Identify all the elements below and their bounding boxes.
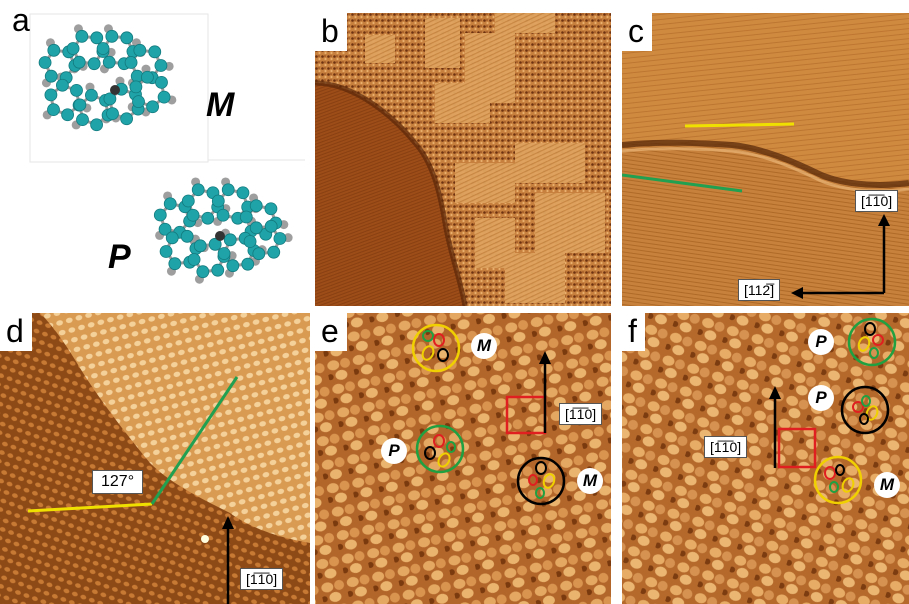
panel-label-d: d [0, 313, 32, 351]
stm-image-e [315, 313, 611, 604]
panel-b: b [315, 13, 611, 306]
molecule-circle-f-mid [840, 385, 890, 435]
panel-label-a: a [12, 2, 30, 38]
stm-image-d [0, 313, 310, 604]
green-line-c [622, 173, 743, 193]
unit-cell-f [777, 427, 817, 469]
direction-label-e: [1̅1̅0] [559, 403, 603, 425]
molecule-circle-e-bottom [516, 456, 566, 506]
panel-c: c [1̅1̅0] [112̅] [622, 13, 909, 306]
panel-label-f: f [622, 313, 645, 351]
panel-label-b: b [315, 13, 347, 51]
molecule-m-model [38, 24, 177, 132]
chirality-marker-e-mid: P [381, 438, 407, 464]
molecule-label-m: M [206, 86, 235, 124]
chirality-marker-e-bottom: M [577, 468, 603, 494]
molecule-label-p: P [108, 238, 131, 276]
green-line-d [150, 376, 239, 505]
stm-image-f [622, 313, 909, 604]
molecule-circle-f-bottom [813, 455, 863, 505]
yellow-line-d [27, 502, 153, 513]
direction-label-c-horizontal: [112̅] [738, 279, 781, 301]
panel-label-c: c [622, 13, 652, 51]
molecule-circle-e-top [411, 323, 461, 373]
molecular-models [29, 13, 305, 284]
angle-label: 127° [92, 470, 144, 494]
molecule-circle-e-mid [415, 424, 465, 474]
panel-label-e: e [315, 313, 347, 351]
molecule-circle-f-top [847, 317, 897, 367]
chirality-marker-f-top: P [808, 329, 834, 355]
stm-image-c [622, 13, 909, 306]
molecule-p-model [153, 177, 293, 284]
direction-label-f: [1̅1̅0] [704, 436, 748, 458]
panel-d: d 127° [1̅1̅0] [0, 313, 310, 604]
panel-f: f [1̅1̅0] P P M [622, 313, 909, 604]
stm-image-b [315, 13, 611, 306]
chirality-marker-f-bottom: M [874, 472, 900, 498]
chirality-marker-e-top: M [471, 333, 497, 359]
direction-label-c-vertical: [1̅1̅0] [855, 190, 899, 212]
chirality-marker-f-mid: P [808, 385, 834, 411]
direction-label-d: [1̅1̅0] [240, 568, 284, 590]
yellow-line-c [684, 122, 795, 128]
panel-a: a M P [0, 0, 310, 305]
panel-e: e [1̅1̅0] M P M [315, 313, 611, 604]
